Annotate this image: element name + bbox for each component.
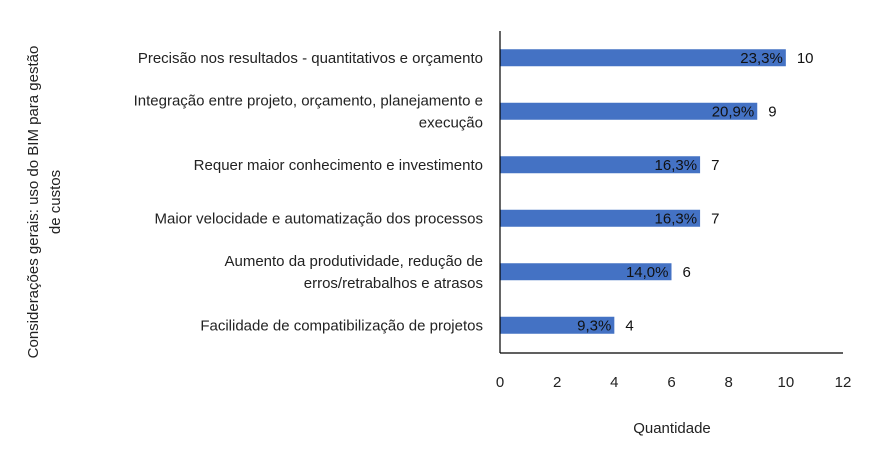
category-label: Requer maior conhecimento e investimento [194, 157, 483, 174]
x-tick-label: 0 [496, 374, 504, 391]
category-label-line: Aumento da produtividade, redução de [224, 253, 483, 270]
percent-label: 16,3% [655, 157, 698, 174]
x-tick-label: 2 [553, 374, 561, 391]
y-axis-title-line: Considerações gerais: uso do BIM para ge… [25, 46, 42, 359]
y-axis-title: Considerações gerais: uso do BIM para ge… [25, 46, 64, 359]
percent-label: 9,3% [577, 317, 611, 334]
percent-label: 14,0% [626, 264, 669, 281]
category-label-line: Maior velocidade e automatização dos pro… [154, 210, 483, 227]
x-tick-label: 10 [777, 374, 794, 391]
percent-labels: 23,3% 20,9% 16,3% 16,3% 14,0% 9,3% [577, 50, 783, 335]
value-label: 6 [683, 264, 691, 281]
category-label-line: Precisão nos resultados - quantitativos … [138, 50, 483, 67]
bar [500, 156, 701, 174]
x-tick-label: 6 [667, 374, 675, 391]
category-labels: Precisão nos resultados - quantitativos … [134, 50, 483, 335]
percent-label: 16,3% [655, 210, 698, 227]
category-label: Facilidade de compatibilização de projet… [200, 317, 483, 334]
percent-label: 20,9% [712, 103, 755, 120]
category-label: Maior velocidade e automatização dos pro… [154, 210, 483, 227]
value-label: 7 [711, 157, 719, 174]
x-tick-labels: 0 2 4 6 8 10 12 [496, 374, 852, 391]
bar [500, 209, 701, 227]
category-label-line: execução [419, 114, 483, 131]
category-label-line: Requer maior conhecimento e investimento [194, 157, 483, 174]
value-label: 10 [797, 50, 814, 67]
bar [500, 102, 758, 120]
x-tick-label: 4 [610, 374, 618, 391]
x-tick-label: 8 [724, 374, 732, 391]
x-axis-title: Quantidade [633, 420, 711, 437]
category-label: Integração entre projeto, orçamento, pla… [134, 92, 483, 131]
value-label: 9 [768, 103, 776, 120]
category-label: Precisão nos resultados - quantitativos … [138, 50, 483, 67]
category-label-line: Integração entre projeto, orçamento, pla… [134, 92, 483, 109]
x-tick-label: 12 [835, 374, 852, 391]
value-label: 4 [625, 317, 633, 334]
y-axis-title-line: de custos [47, 170, 64, 234]
value-label: 7 [711, 210, 719, 227]
bar [500, 316, 615, 334]
percent-label: 23,3% [740, 50, 783, 67]
category-label-line: Facilidade de compatibilização de projet… [200, 317, 483, 334]
bar [500, 263, 672, 281]
category-label: Aumento da produtividade, redução de erro… [224, 253, 483, 292]
value-labels: 10 9 7 7 6 4 [625, 50, 813, 335]
bars [500, 49, 786, 334]
category-label-line: erros/retrabalhos e atrasos [304, 275, 483, 292]
bar [500, 49, 786, 67]
